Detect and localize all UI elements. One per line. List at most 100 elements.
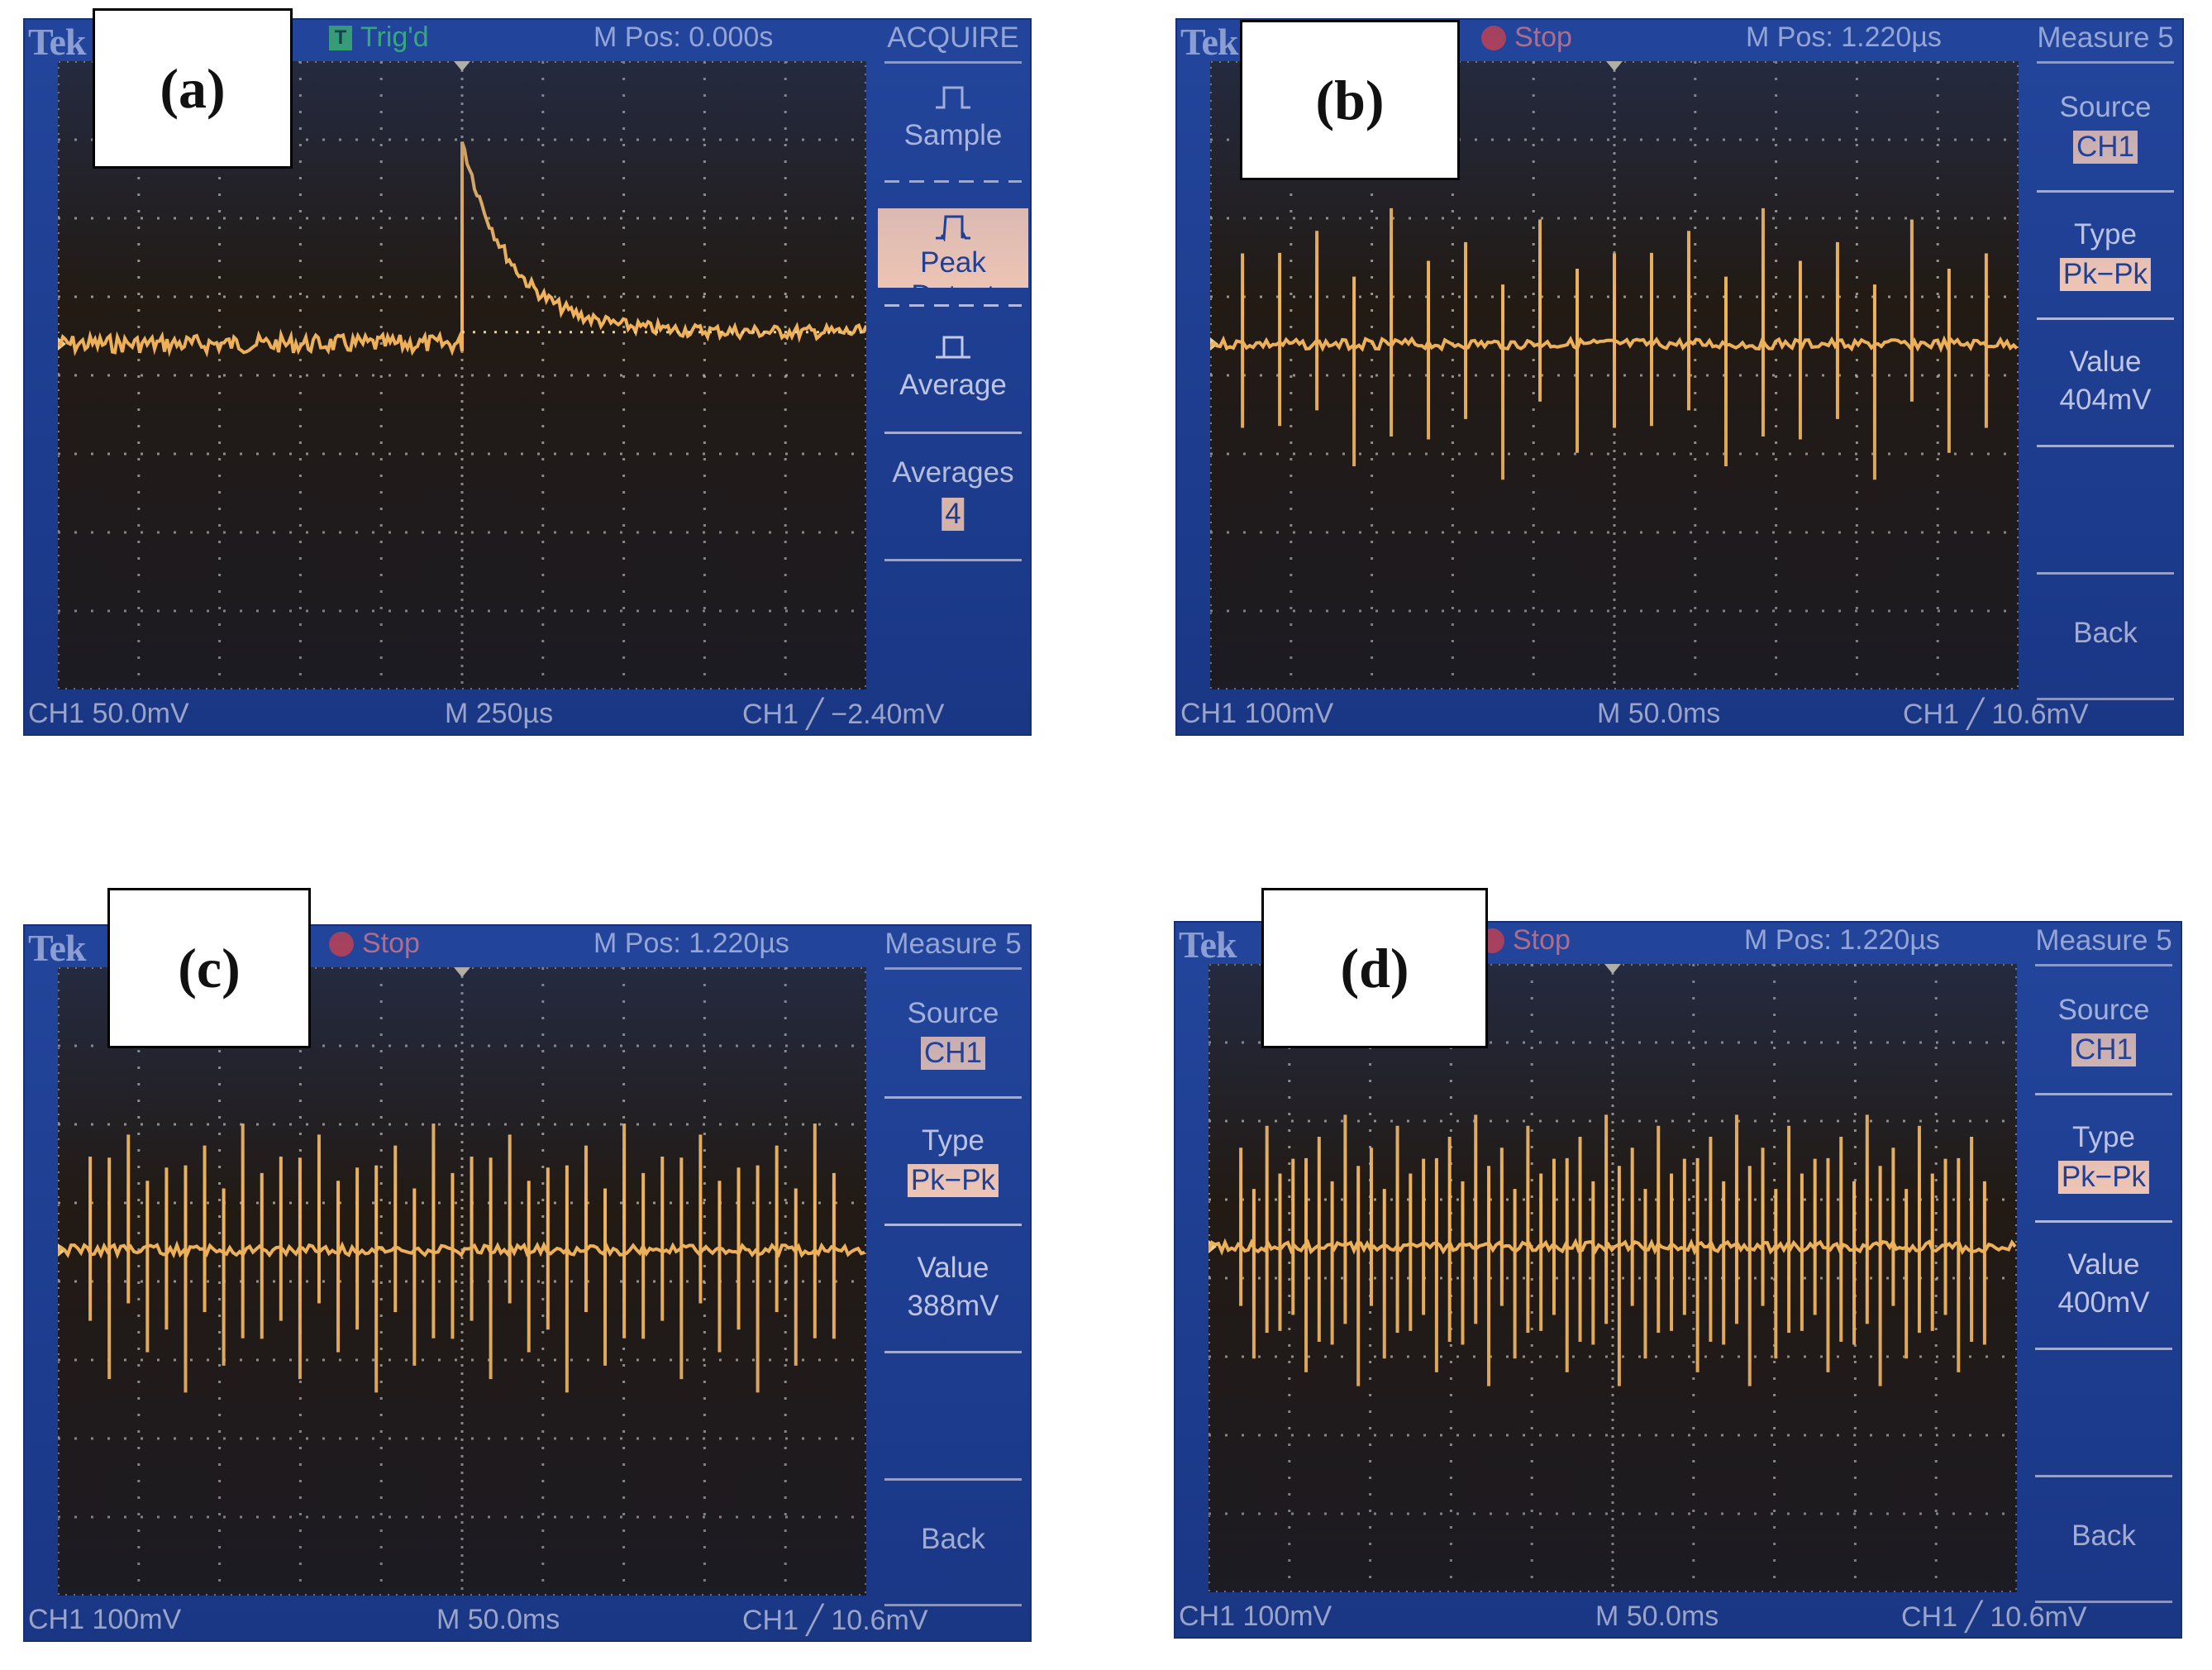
average-mode-icon: [936, 336, 970, 359]
graticule-border: [1208, 964, 2017, 1592]
selected-highlight: [878, 208, 1028, 288]
back-button[interactable]: Back: [2071, 1520, 2136, 1552]
panel-label-c: (c): [107, 888, 311, 1048]
type-value: Pk−Pk: [2057, 1161, 2150, 1194]
menu-title: Measure 5: [2035, 924, 2172, 957]
type-value: Pk−Pk: [2059, 258, 2152, 291]
channel-scale: CH1 100mV: [1180, 698, 1334, 729]
run-status-text: Stop: [1514, 21, 1572, 53]
horizontal-position: M Pos: 1.220µs: [1744, 924, 1940, 956]
menu-divider: [884, 432, 1022, 434]
average-label: Average: [899, 369, 1007, 401]
panel-label-b: (b): [1240, 20, 1460, 180]
waveform-display: [1208, 964, 2017, 1592]
channel-scale: CH1 100mV: [28, 1604, 182, 1635]
horizontal-position: M Pos: 1.220µs: [1746, 21, 1942, 53]
source-label: Source: [2059, 91, 2152, 123]
run-status: Stop: [329, 928, 420, 960]
menu-divider: [884, 304, 1022, 307]
type-value: Pk−Pk: [907, 1164, 999, 1197]
channel-scale: CH1 100mV: [1179, 1601, 1332, 1632]
menu-divider: [2035, 1475, 2172, 1477]
graticule-border: [58, 967, 866, 1596]
brand-logo: Tek: [1180, 21, 1238, 63]
source-label: Source: [2057, 994, 2150, 1026]
horizontal-position: M Pos: 0.000s: [594, 21, 774, 53]
back-button[interactable]: Back: [2073, 617, 2138, 649]
panel-label-a: (a): [93, 8, 293, 169]
menu-title: Measure 5: [884, 928, 1022, 960]
sample-label: Sample: [903, 119, 1003, 151]
panel-label-d: (d): [1261, 888, 1488, 1048]
menu-divider: [2035, 1348, 2172, 1350]
stop-icon: [329, 931, 354, 957]
brand-logo: Tek: [28, 21, 86, 63]
back-button[interactable]: Back: [921, 1523, 985, 1555]
trig-icon: T: [329, 25, 352, 50]
menu-divider: [884, 1351, 1022, 1353]
trigger-level: CH1 ╱ 10.6mV: [1903, 699, 2089, 730]
timebase: M 50.0ms: [1597, 698, 1721, 729]
source-value: CH1: [2072, 131, 2138, 164]
value-label: Value: [2067, 1248, 2140, 1281]
timebase: M 50.0ms: [1595, 1601, 1719, 1632]
timebase: M 250µs: [445, 698, 554, 729]
side-menu: ACQUIRE Sample Peak Detect Average Avera…: [875, 18, 1032, 736]
menu-divider: [2037, 317, 2174, 320]
menu-divider: [884, 1604, 1022, 1606]
stop-icon: [1481, 25, 1506, 50]
graticule-border: [58, 61, 866, 689]
menu-divider: [884, 967, 1022, 970]
baseline-trace: [58, 1240, 865, 1260]
menu-divider: [884, 1096, 1022, 1099]
run-status: Stop: [1481, 21, 1572, 54]
type-label: Type: [922, 1124, 984, 1157]
oscilloscope-panel-c: Tek Stop M Pos: 1.220µs CH1 100mV M 50.0…: [23, 924, 1032, 1642]
menu-title: ACQUIRE: [887, 21, 1019, 54]
peak-detect-icon: [936, 215, 970, 241]
run-status: Stop: [1480, 924, 1571, 957]
graticule: [1208, 964, 2017, 1592]
source-value: CH1: [920, 1037, 986, 1070]
menu-divider: [2037, 61, 2174, 64]
value-reading: 388mV: [907, 1290, 999, 1322]
value-reading: 404mV: [2059, 384, 2152, 416]
trigger-status: T Trig'd: [329, 21, 429, 54]
menu-divider: [2037, 698, 2174, 700]
peak-detect-label: Peak Detect: [911, 246, 995, 312]
averages-label: Averages: [892, 456, 1014, 489]
menu-divider: [2035, 1601, 2172, 1603]
side-menu: Measure 5 Source CH1 Type Pk−Pk Value 38…: [875, 924, 1032, 1642]
graticule: [58, 967, 866, 1596]
channel-scale: CH1 50.0mV: [28, 698, 189, 729]
menu-divider: [2035, 1220, 2172, 1223]
waveform-display: [58, 967, 866, 1596]
side-menu: Measure 5 Source CH1 Type Pk−Pk Value 40…: [2027, 18, 2184, 736]
decay-waveform: [58, 141, 866, 358]
value-label: Value: [917, 1252, 989, 1284]
type-label: Type: [2072, 1121, 2135, 1153]
graticule-border: [1210, 61, 2019, 689]
menu-divider: [2037, 445, 2174, 447]
horizontal-position: M Pos: 1.220µs: [594, 928, 789, 959]
trigger-position-marker: [454, 61, 470, 71]
brand-logo: Tek: [28, 927, 86, 969]
timebase: M 50.0ms: [436, 1604, 560, 1635]
menu-divider: [884, 61, 1022, 64]
type-label: Type: [2074, 218, 2137, 250]
menu-divider: [884, 1224, 1022, 1226]
menu-divider: [2037, 190, 2174, 193]
sample-mode-icon: [936, 86, 970, 109]
baseline-trace: [1210, 335, 2019, 353]
value-reading: 400mV: [2057, 1286, 2150, 1319]
source-value: CH1: [2071, 1033, 2137, 1066]
menu-divider: [884, 1478, 1022, 1481]
menu-title: Measure 5: [2037, 21, 2174, 54]
trigger-status-text: Trig'd: [360, 21, 429, 53]
value-label: Value: [2069, 346, 2142, 378]
trigger-position-marker: [1604, 964, 1621, 974]
trigger-position-marker: [1606, 61, 1623, 71]
run-status-text: Stop: [1513, 924, 1571, 956]
menu-divider: [2037, 572, 2174, 575]
brand-logo: Tek: [1179, 923, 1237, 966]
